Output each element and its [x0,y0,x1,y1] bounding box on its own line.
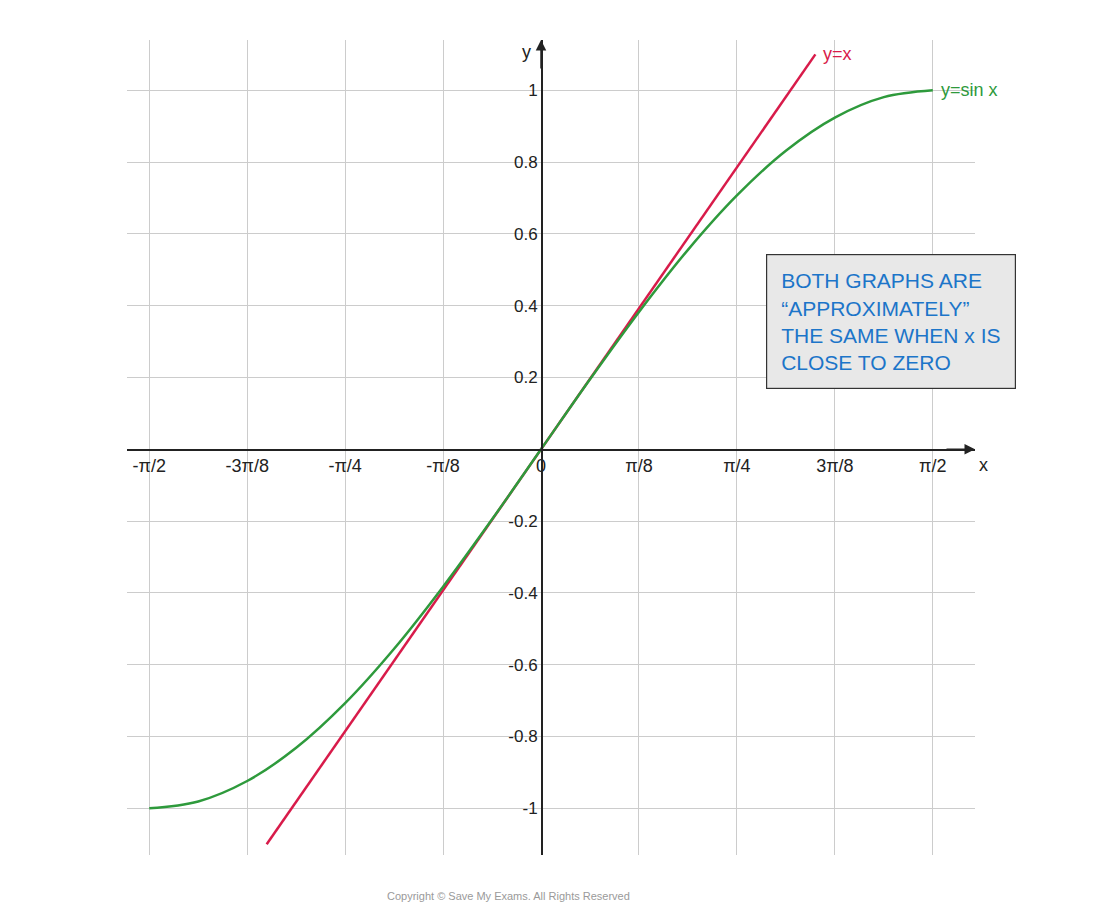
svg-text:y=x: y=x [823,44,852,64]
svg-text:-π/2: -π/2 [133,456,166,476]
svg-text:-0.2: -0.2 [508,512,537,531]
svg-text:π/8: π/8 [625,456,652,476]
svg-text:0.4: 0.4 [514,297,538,316]
svg-text:-0.6: -0.6 [508,656,537,675]
svg-text:x: x [979,455,988,475]
svg-text:BOTH GRAPHS ARE“APPROXIMATELY”: BOTH GRAPHS ARE“APPROXIMATELY”THE SAME W… [781,269,1000,374]
svg-text:-0.8: -0.8 [508,727,537,746]
svg-text:π/4: π/4 [723,456,750,476]
svg-text:Copyright © Save My Exams. All: Copyright © Save My Exams. All Rights Re… [387,890,630,902]
svg-text:y=sin x: y=sin x [941,80,998,100]
svg-text:π/2: π/2 [919,456,946,476]
svg-text:-π/4: -π/4 [328,456,361,476]
svg-text:0: 0 [536,456,546,476]
svg-text:3π/8: 3π/8 [816,456,853,476]
svg-text:0.6: 0.6 [514,225,538,244]
svg-text:y: y [522,42,531,62]
svg-text:-0.4: -0.4 [508,584,537,603]
svg-text:-3π/8: -3π/8 [225,456,268,476]
svg-text:0.2: 0.2 [514,368,538,387]
svg-text:-1: -1 [522,799,537,818]
svg-text:-π/8: -π/8 [426,456,459,476]
svg-text:1: 1 [528,81,537,100]
svg-text:0.8: 0.8 [514,153,538,172]
